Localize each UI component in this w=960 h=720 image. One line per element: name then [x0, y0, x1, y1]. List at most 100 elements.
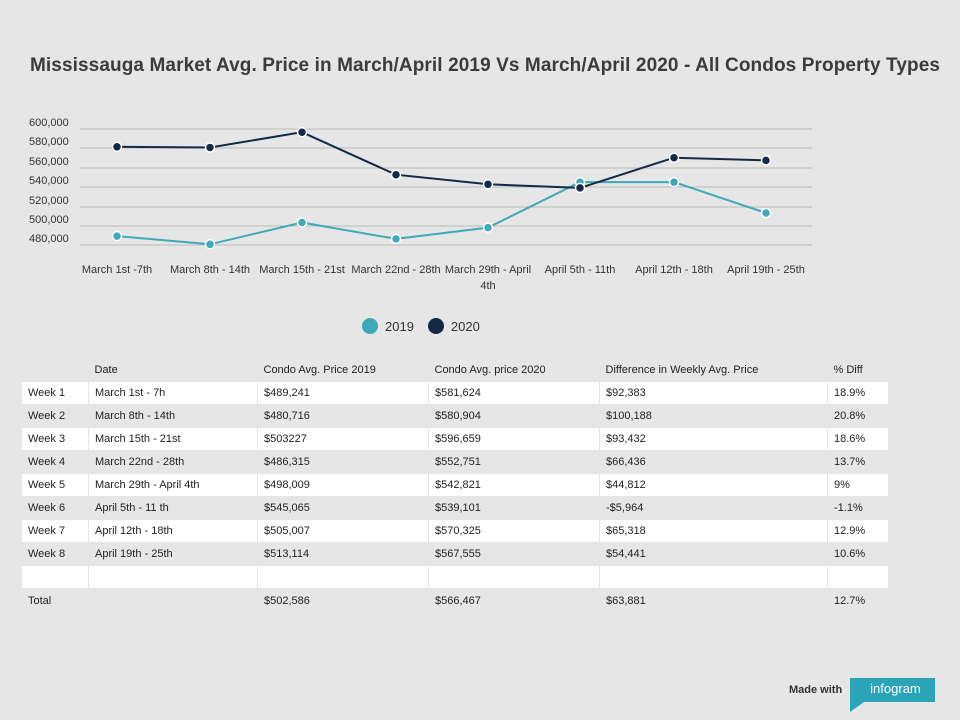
legend-item-2019[interactable]: 2019 [362, 318, 414, 334]
table-cell: $498,009 [257, 473, 429, 497]
data-point-2020[interactable] [482, 179, 494, 190]
x-tick-label: March 22nd - 28th [351, 264, 440, 276]
table-cell: Week 8 [21, 542, 89, 566]
data-point-2019[interactable] [111, 230, 123, 242]
table-header-cell: Difference in Weekly Avg. Price [605, 364, 759, 376]
x-tick-label-line: March 8th - 14th [170, 264, 250, 276]
x-tick-label: March 8th - 14th [170, 264, 250, 276]
table-total-cell [89, 589, 258, 614]
table-cell: $503227 [257, 427, 429, 451]
table-cell: Week 6 [21, 496, 89, 520]
table-cell: 13.7% [827, 450, 889, 474]
table-header-cell: Condo Avg. price 2020 [434, 364, 546, 376]
table-cell: 12.9% [827, 519, 889, 543]
x-tick-label: April 19th - 25th [727, 264, 805, 276]
legend-dot-2019 [362, 318, 378, 334]
table-cell: $93,432 [599, 427, 828, 451]
data-point-2020[interactable] [111, 141, 123, 153]
data-point-2020[interactable] [390, 169, 402, 180]
table-cell: $65,318 [599, 519, 828, 543]
x-tick-label: April 5th - 11th [545, 264, 616, 276]
table-cell: April 12th - 18th [88, 519, 258, 543]
table-cell: $505,007 [257, 519, 429, 543]
data-point-2020[interactable] [760, 155, 772, 166]
table-cell [21, 565, 89, 589]
table-cell [257, 565, 429, 589]
table-cell: $480,716 [257, 404, 429, 428]
data-point-2019[interactable] [204, 239, 216, 250]
x-tick-label-line: April 12th - 18th [635, 264, 713, 276]
table-row: Week 5 March 29th - April 4th $498,009 $542… [21, 473, 889, 497]
table-cell: -1.1% [827, 496, 889, 520]
table-cell: $66,436 [599, 450, 828, 474]
x-tick-label: April 12th - 18th [635, 264, 713, 276]
y-axis-ticks: 600,000 580,000 560,000 540,000 520,000 500,0… [29, 117, 69, 245]
table-cell: $92,383 [599, 381, 828, 405]
table-body: Week 1 March 1st - 7h $489,241 $581,624 $92,… [21, 381, 889, 614]
x-tick-label-line: April 19th - 25th [727, 264, 805, 276]
y-tick-label: 580,000 [29, 136, 69, 148]
table-cell: Week 2 [21, 404, 89, 428]
y-tick-label: 560,000 [29, 156, 69, 168]
data-point-2019[interactable] [760, 207, 772, 219]
legend: 2019 2020 [362, 318, 480, 334]
data-point-2019[interactable] [482, 222, 494, 233]
table-cell [428, 565, 600, 589]
line-chart: 600,000 580,000 560,000 540,000 520,000 500,0… [29, 117, 812, 292]
table-row: Week 7 April 12th - 18th $505,007 $570,325 $… [21, 519, 889, 543]
table-cell: March 29th - April 4th [88, 473, 258, 497]
legend-label-2019: 2019 [385, 318, 414, 334]
table-cell: $489,241 [257, 381, 429, 405]
table-cell: $545,065 [257, 496, 429, 520]
y-tick-label: 500,000 [29, 214, 69, 226]
legend-dot-2020 [427, 318, 444, 334]
data-point-2020[interactable] [204, 142, 216, 153]
table-cell: $552,751 [428, 450, 600, 474]
y-tick-label: 540,000 [29, 175, 69, 187]
table-cell: $570,325 [428, 519, 600, 543]
series-line-2020 [116, 131, 767, 189]
table-header-cell: Condo Avg. Price 2019 [263, 364, 376, 376]
data-point-2020[interactable] [296, 126, 308, 138]
x-tick-label-line: March 15th - 21st [259, 264, 345, 276]
legend-item-2020[interactable]: 2020 [427, 318, 480, 334]
table-total-cell: $566,467 [435, 595, 481, 607]
table-header-cell: Date [94, 364, 118, 376]
legend-label-2020: 2020 [450, 318, 480, 334]
table-cell: $54,441 [599, 542, 828, 566]
data-point-2019[interactable] [390, 233, 402, 245]
price-table: Date Condo Avg. Price 2019 Condo Avg. pr… [21, 359, 889, 614]
series-line-2019 [116, 181, 767, 246]
table-cell: $596,659 [428, 427, 600, 451]
y-tick-label: 480,000 [29, 233, 69, 245]
table-cell: -$5,964 [599, 496, 828, 520]
infogram-logo[interactable]: infogram [850, 678, 935, 712]
table-row: Week 2 March 8th - 14th $480,716 $580,904 $1… [21, 404, 889, 428]
data-point-2020[interactable] [668, 152, 680, 163]
table-total-cell: 12.7% [834, 595, 866, 607]
series-points [111, 126, 772, 250]
data-point-2019[interactable] [668, 176, 680, 188]
data-point-2020[interactable] [574, 182, 586, 194]
x-tick-label: March 15th - 21st [259, 264, 345, 276]
table-cell: Week 7 [21, 519, 89, 543]
x-tick-label-line: 4th [480, 280, 495, 292]
y-tick-label: 520,000 [29, 195, 69, 207]
data-point-2019[interactable] [296, 217, 308, 228]
table-cell: 18.6% [827, 427, 889, 451]
table-total-row: Total $502,586 $566,467 $63,881 12.7% [22, 589, 889, 614]
table-cell: March 1st - 7h [88, 381, 258, 405]
table-cell: $513,114 [257, 542, 429, 566]
infogram-logo-text: infogram [870, 681, 921, 696]
table-row: Week 8 April 19th - 25th $513,114 $567,555 $… [21, 542, 889, 566]
table-cell: $486,315 [257, 450, 429, 474]
x-tick-label-line: March 22nd - 28th [351, 264, 440, 276]
table-cell: Week 1 [21, 381, 89, 405]
table-cell: $567,555 [428, 542, 600, 566]
table-cell [599, 565, 828, 589]
chart-title: Mississauga Market Avg. Price in March/A… [30, 55, 941, 76]
series-lines [116, 131, 767, 246]
table-cell [827, 565, 889, 589]
table-total-cell: $63,881 [606, 595, 646, 607]
table-row: Week 6 April 5th - 11 th $545,065 $539,101-… [21, 496, 889, 520]
